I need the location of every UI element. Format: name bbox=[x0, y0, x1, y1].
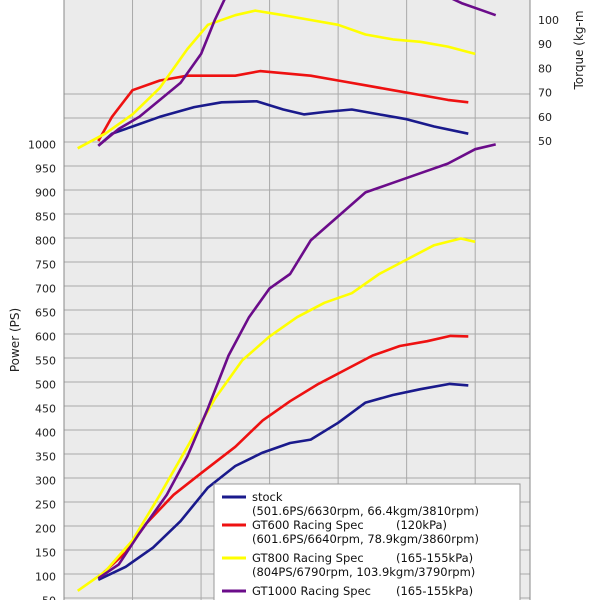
right-axis-ticks: 50 60 70 80 90 100 110 bbox=[538, 0, 559, 148]
left-tick-label: 600 bbox=[35, 330, 56, 343]
left-tick-label: 350 bbox=[35, 450, 56, 463]
legend-gt800-name: GT800 Racing Spec bbox=[252, 551, 364, 565]
left-tick-label: 200 bbox=[35, 522, 56, 535]
legend-stock-detail: (501.6PS/6630rpm, 66.4kgm/3810rpm) bbox=[252, 504, 479, 518]
right-tick-label: 60 bbox=[538, 111, 552, 124]
legend-gt800-pressure: (165-155kPa) bbox=[396, 551, 473, 565]
left-tick-label: 1000 bbox=[28, 138, 56, 151]
series-lines bbox=[76, 0, 497, 592]
right-tick-label: 100 bbox=[538, 14, 559, 27]
left-tick-label: 400 bbox=[35, 426, 56, 439]
power-line-stock bbox=[97, 382, 469, 581]
legend-gt1000-name: GT1000 Racing Spec bbox=[252, 584, 371, 598]
left-tick-label: 950 bbox=[35, 162, 56, 175]
torque-line-gt600-racing-spec bbox=[97, 69, 469, 142]
power-line-gt600-racing-spec bbox=[97, 334, 469, 579]
left-tick-label: 50 bbox=[42, 594, 56, 600]
left-tick-label: 800 bbox=[35, 234, 56, 247]
left-tick-label: 250 bbox=[35, 498, 56, 511]
right-tick-label: 70 bbox=[538, 87, 552, 100]
right-tick-label: 50 bbox=[538, 135, 552, 148]
right-tick-label: 110 bbox=[538, 0, 559, 3]
torque-line-gt1000-racing-spec bbox=[97, 0, 497, 147]
right-tick-label: 90 bbox=[538, 38, 552, 51]
legend-gt800-detail: (804PS/6790rpm, 103.9kgm/3790rpm) bbox=[252, 565, 475, 579]
left-tick-label: 650 bbox=[35, 306, 56, 319]
left-tick-label: 900 bbox=[35, 186, 56, 199]
left-axis-title: Power (PS) bbox=[8, 308, 22, 372]
legend-box bbox=[213, 483, 521, 600]
legend-gt1000-pressure: (165-155kPa) bbox=[396, 584, 473, 598]
legend-stock-name: stock bbox=[252, 490, 283, 504]
left-tick-label: 850 bbox=[35, 210, 56, 223]
left-tick-label: 500 bbox=[35, 378, 56, 391]
right-axis-title: Torque (kg-m bbox=[572, 10, 586, 90]
power-line-gt1000-racing-spec bbox=[97, 143, 496, 580]
right-tick-label: 80 bbox=[538, 62, 552, 75]
legend-gt600-detail: (601.6PS/6640rpm, 78.9kgm/3860rpm) bbox=[252, 532, 479, 546]
legend-gt600-pressure: (120kPa) bbox=[396, 518, 447, 532]
left-tick-label: 700 bbox=[35, 282, 56, 295]
left-axis-ticks: 50 100 150 200 250 300 350 400 450 500 550 600 650 70… bbox=[28, 138, 56, 600]
legend: stock (501.6PS/6630rpm, 66.4kgm/3810rpm)… bbox=[213, 483, 521, 600]
left-tick-label: 100 bbox=[35, 570, 56, 583]
left-tick-label: 750 bbox=[35, 258, 56, 271]
left-tick-label: 550 bbox=[35, 354, 56, 367]
legend-gt600-name: GT600 Racing Spec bbox=[252, 518, 364, 532]
torque-line-gt800-racing-spec bbox=[77, 9, 476, 150]
torque-line-stock bbox=[97, 100, 469, 147]
left-tick-label: 450 bbox=[35, 402, 56, 415]
left-tick-label: 300 bbox=[35, 474, 56, 487]
power-line-gt800-racing-spec bbox=[76, 237, 476, 592]
left-tick-label: 150 bbox=[35, 546, 56, 559]
